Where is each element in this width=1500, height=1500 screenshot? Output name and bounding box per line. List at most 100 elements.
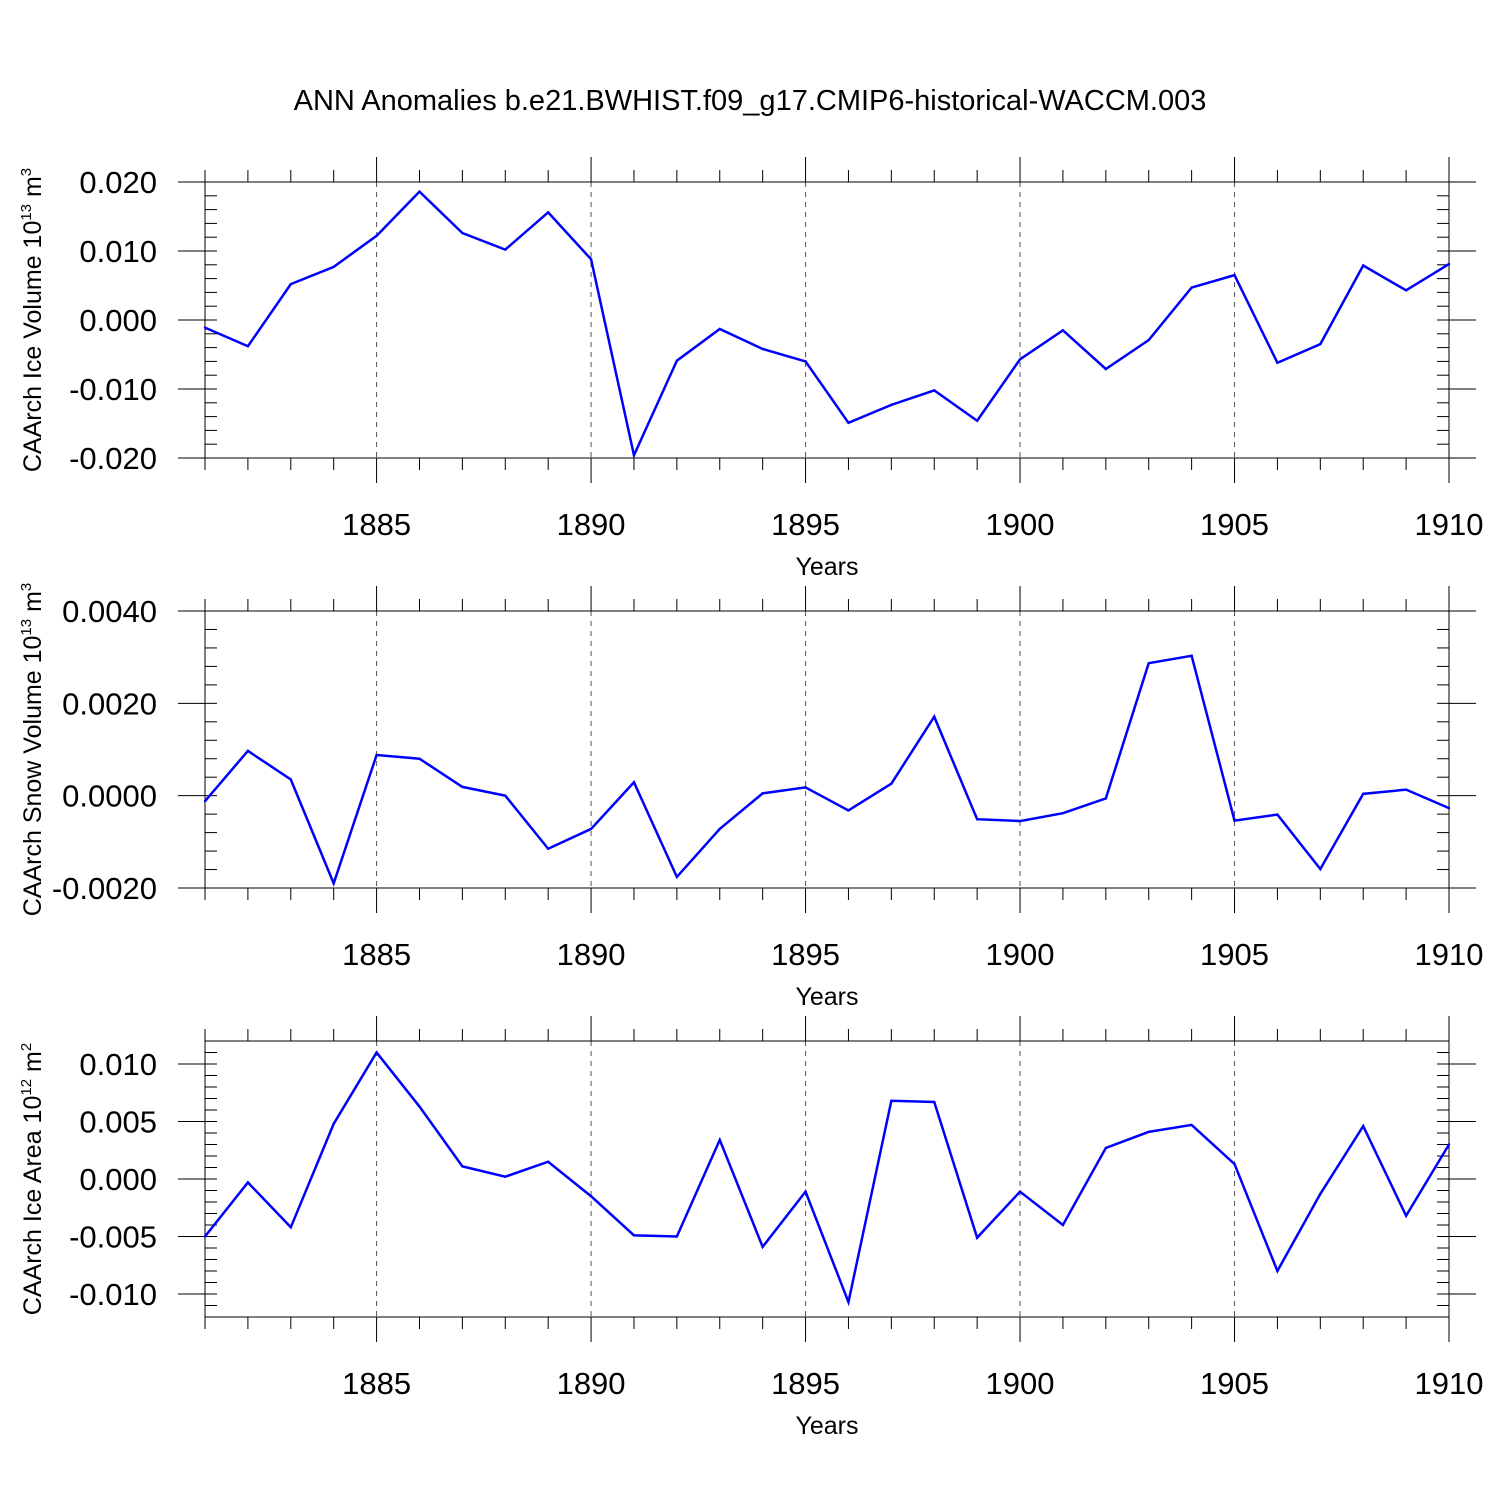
data-point: [1233, 273, 1236, 277]
data-point: [975, 1236, 979, 1239]
y-tick-label: 0.005: [79, 1105, 157, 1140]
x-tick-label: 1910: [1415, 507, 1484, 542]
x-axis-label: Years: [795, 1412, 858, 1440]
data-point: [203, 800, 207, 803]
data-point: [1061, 1223, 1065, 1227]
data-point: [718, 827, 721, 831]
series-line: [204, 654, 1450, 887]
data-point: [761, 792, 764, 795]
x-tick-label: 1895: [771, 507, 840, 542]
x-tick-label: 1890: [557, 937, 626, 972]
figure-title: ANN Anomalies b.e21.BWHIST.f09_g17.CMIP6…: [294, 85, 1207, 117]
data-point: [933, 1100, 936, 1104]
data-point: [589, 1195, 593, 1198]
series-line: [204, 1050, 1451, 1307]
data-point: [890, 782, 893, 785]
data-point: [1447, 806, 1451, 810]
x-tick-label: 1900: [986, 1366, 1055, 1401]
y-tick-label: -0.010: [69, 1277, 157, 1312]
data-point: [1147, 1130, 1150, 1134]
y-tick-label: 0.000: [79, 303, 157, 338]
data-point: [418, 1105, 421, 1108]
data-point: [1018, 819, 1022, 823]
data-point: [675, 875, 679, 879]
data-point: [1319, 867, 1322, 871]
panels-container: 0.020 0.010 0.000 -0.010 -0.020 1885 1890 1895 1…: [18, 157, 1483, 1440]
panel-2: 0.0040 0.0020 0.0000 -0.0020 1885 1890 1895 190…: [18, 583, 1483, 1011]
data-point: [461, 1165, 464, 1168]
data-point: [1276, 361, 1279, 364]
data-point: [933, 389, 936, 392]
y-axis-label-unit-exponent: 3: [18, 168, 35, 176]
panel-1: 0.020 0.010 0.000 -0.010 -0.020 1885 1890 1895 1…: [18, 157, 1483, 581]
y-axis-label-main: CAArch Ice Volume 10: [19, 221, 47, 473]
x-tick-label: 1885: [342, 1366, 411, 1401]
data-point: [1319, 1192, 1322, 1196]
data-point: [1404, 1214, 1408, 1218]
data-point: [418, 190, 421, 193]
y-tick-label: -0.010: [69, 372, 157, 407]
data-point: [375, 234, 378, 238]
y-tick-label: 0.0040: [62, 594, 157, 629]
data-point: [1104, 367, 1108, 371]
y-tick-label: -0.005: [69, 1220, 157, 1255]
y-axis-label: CAArch Snow Volume 1013 m3: [18, 583, 47, 917]
y-tick-label: 0.010: [79, 234, 157, 269]
data-point: [589, 827, 593, 831]
data-point: [1276, 1269, 1279, 1273]
y-axis-label-unit: m: [19, 591, 47, 619]
x-tick-label: 1910: [1415, 937, 1484, 972]
y-tick-label: 0.000: [79, 1162, 157, 1197]
x-tick-label: 1900: [986, 937, 1055, 972]
data-point: [847, 809, 850, 812]
x-axis-label: Years: [795, 553, 858, 581]
x-axis-label: Years: [795, 983, 858, 1011]
y-axis-label-unit: m: [19, 176, 47, 204]
data-point: [504, 1175, 507, 1178]
data-point: [375, 753, 378, 757]
data-point: [975, 818, 979, 821]
data-point: [675, 1235, 679, 1238]
x-tick-label: 1910: [1415, 1366, 1484, 1401]
data-point: [632, 781, 636, 784]
data-point: [1362, 792, 1365, 796]
data-point: [332, 265, 335, 269]
data-point: [589, 258, 593, 261]
data-point: [804, 786, 807, 789]
x-tick-label: 1885: [342, 507, 411, 542]
y-axis-label-main: CAArch Snow Volume 10: [19, 636, 47, 917]
data-point: [1061, 812, 1065, 815]
x-tick-label: 1885: [342, 937, 411, 972]
plot-frame: [204, 610, 1450, 889]
data-point: [546, 1160, 550, 1163]
data-point: [246, 749, 250, 753]
data-point: [1104, 1146, 1108, 1150]
data-point: [718, 327, 721, 331]
data-point: [890, 403, 893, 407]
data-point: [933, 715, 936, 718]
data-point: [1319, 342, 1322, 346]
y-axis-label-unit-exponent: 3: [18, 583, 35, 591]
data-point: [1104, 797, 1108, 800]
data-point: [1061, 329, 1065, 332]
panel-3: 0.010 0.005 0.000 -0.005 -0.010 1885 1890 1895 1…: [18, 1016, 1483, 1440]
data-point: [890, 1099, 893, 1103]
x-tick-label: 1905: [1200, 507, 1269, 542]
data-point: [289, 282, 292, 286]
data-point: [804, 360, 807, 363]
data-point: [246, 345, 250, 348]
data-point: [1018, 358, 1022, 361]
x-tick-label: 1905: [1200, 937, 1269, 972]
data-point: [761, 347, 764, 351]
x-tick-label: 1890: [557, 507, 626, 542]
y-axis-label-exponent: 13: [18, 204, 35, 221]
data-point: [418, 757, 421, 760]
y-axis-label: CAArch Ice Volume 1013 m3: [18, 168, 47, 472]
x-tick-label: 1890: [557, 1366, 626, 1401]
data-point: [203, 326, 207, 329]
data-point: [1233, 1162, 1236, 1166]
data-point: [461, 231, 464, 235]
y-axis-label: CAArch Ice Area 1012 m2: [18, 1043, 47, 1315]
data-point: [1190, 286, 1193, 289]
